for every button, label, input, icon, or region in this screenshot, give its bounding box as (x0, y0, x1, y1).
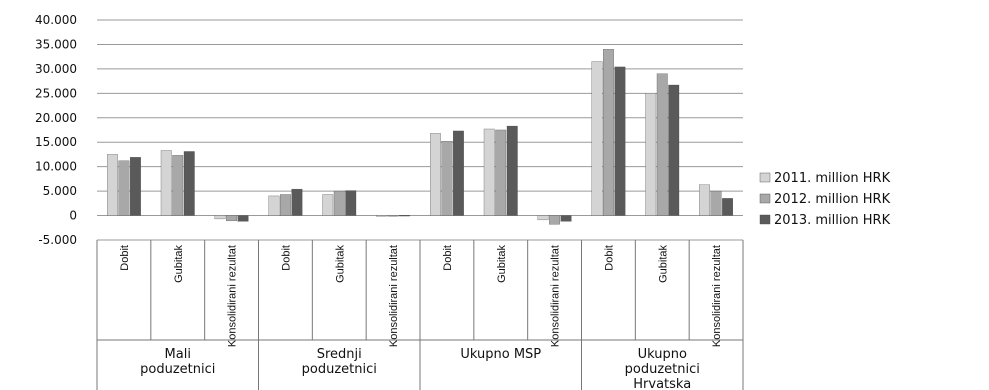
category-label: Konsolidirani rezultat (711, 245, 723, 347)
category-label: Gubitak (496, 245, 508, 283)
bar (183, 151, 195, 216)
bar (172, 155, 184, 216)
group-label: Ukupno poduzetnici Hrvatska (625, 347, 700, 390)
bar (483, 128, 495, 216)
bar (668, 84, 680, 216)
bar (603, 49, 614, 216)
category-label: Gubitak (334, 245, 346, 283)
bar (387, 215, 399, 217)
legend-label: 2013. million HRK (774, 213, 891, 228)
bar (591, 61, 603, 216)
bar (160, 150, 172, 216)
bar (291, 188, 303, 216)
legend-swatch (759, 214, 771, 225)
bar (710, 190, 722, 216)
category-label: Gubitak (173, 245, 185, 283)
bar (506, 125, 518, 216)
bar (537, 215, 549, 221)
y-tick-label: 10.000 (35, 160, 77, 174)
bar (441, 141, 453, 216)
bar (495, 129, 507, 216)
category-label: Dobit (603, 245, 615, 271)
bar (645, 93, 657, 216)
y-tick-label: 40.000 (35, 13, 77, 27)
category-label: Gubitak (657, 245, 669, 283)
bar (107, 154, 118, 216)
bar (237, 215, 249, 222)
legend-label: 2011. million HRK (774, 171, 891, 186)
bars (107, 49, 733, 225)
legend-swatch (759, 172, 771, 183)
y-tick-label: 20.000 (35, 111, 77, 125)
bar (549, 215, 560, 225)
y-tick-label: 0 (69, 209, 77, 223)
bar (333, 190, 345, 216)
bar (699, 184, 710, 216)
category-label: Dobit (119, 245, 131, 271)
y-tick-label: -5.000 (38, 233, 77, 247)
bar (322, 194, 334, 216)
category-label: Dobit (280, 245, 292, 271)
y-tick-label: 30.000 (35, 62, 77, 76)
group-label: Srednji poduzetnici (302, 347, 377, 377)
bar (614, 66, 626, 216)
bar (130, 157, 141, 216)
group-label: Mali poduzetnici (140, 347, 215, 377)
bar (399, 215, 410, 217)
bar (656, 73, 668, 216)
legend-label: 2012. million HRK (774, 192, 891, 207)
bar (214, 215, 226, 220)
gridlines (97, 19, 743, 241)
y-tick-label: 5.000 (43, 184, 77, 198)
bar (280, 194, 291, 216)
legend: 2011. million HRK 2012. million HRK 2013. … (759, 171, 891, 228)
bar (560, 215, 572, 222)
bar (345, 190, 357, 216)
category-axis: Dobit Gubitak Konsolidirani rezultat Dobit G… (96, 239, 744, 390)
group-label: Ukupno MSP (460, 347, 541, 362)
category-label: Dobit (442, 245, 454, 271)
y-axis-tick-labels: -5.000 0 5.000 10.000 15.000 20.000 25.000 30.0… (35, 13, 77, 247)
bar (453, 130, 464, 216)
bar (376, 215, 387, 217)
legend-swatch (759, 193, 771, 204)
bar (268, 195, 280, 216)
y-tick-label: 15.000 (35, 135, 77, 149)
bar (118, 160, 130, 216)
category-label: Konsolidirani rezultat (227, 245, 239, 347)
y-tick-label: 35.000 (35, 37, 77, 51)
category-label: Konsolidirani rezultat (550, 245, 562, 347)
y-tick-label: 25.000 (35, 86, 77, 100)
bar (226, 215, 237, 222)
bar (430, 133, 441, 216)
category-label: Konsolidirani rezultat (388, 245, 400, 347)
bar (722, 198, 733, 216)
